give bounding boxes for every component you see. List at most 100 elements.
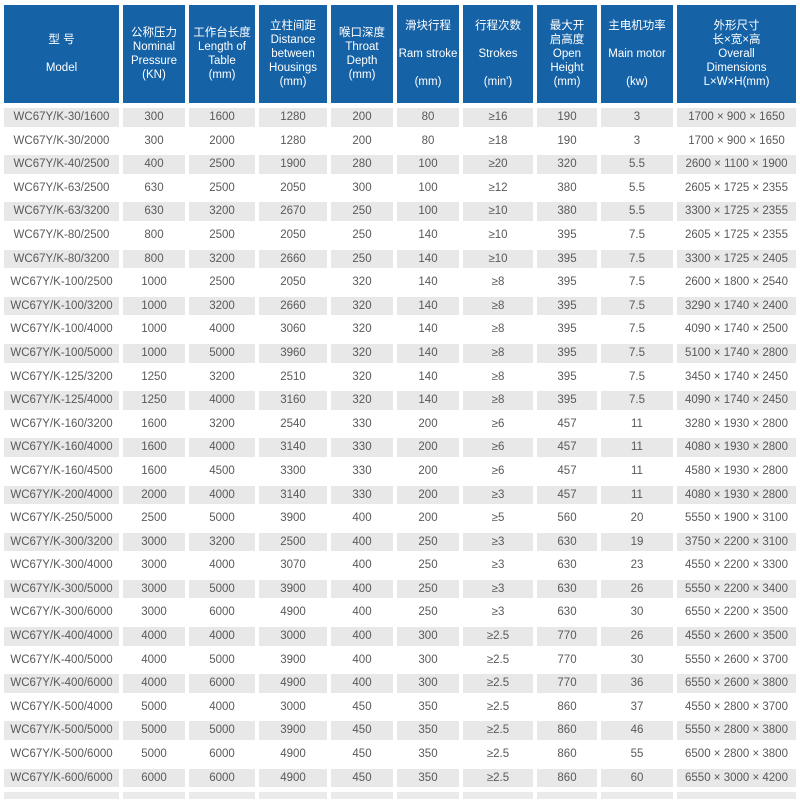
table-row: WC67Y/K-125/4000 1250 4000 3160 320 140 ≥8 395 7… <box>4 391 796 410</box>
spec-value-cell: 350 <box>397 768 459 788</box>
model-cell: WC67Y/K-80/3200 <box>4 249 119 269</box>
spec-value-cell: ≥2.5 <box>463 650 533 670</box>
spec-value-cell: 450 <box>331 721 393 741</box>
spec-value-cell: 11 <box>601 438 673 457</box>
model-cell: WC67Y/K-100/2500 <box>4 273 119 292</box>
table-row: WC67Y/K-500/5000 5000 5000 3900 450 350 ≥2.5 86… <box>4 721 796 741</box>
table-row: WC67Y/K-300/3200 3000 3200 2500 400 250 ≥3 630 1… <box>4 532 796 552</box>
model-cell: WC67Y/K-30/2000 <box>4 131 119 151</box>
spec-value-cell: 1600 <box>123 461 185 481</box>
spec-value-cell: 7.5 <box>601 249 673 269</box>
spec-value-cell: 2050 <box>259 178 327 198</box>
spec-value-cell: 4000 <box>123 674 185 693</box>
spec-value-cell: 770 <box>537 674 597 693</box>
table-row: WC67Y/K-30/2000 300 2000 1280 200 80 ≥18 190 3 17… <box>4 131 796 151</box>
spec-value-cell: 380 <box>537 178 597 198</box>
spec-value-cell: ≥8 <box>463 296 533 316</box>
partial-cell <box>537 792 597 800</box>
partial-row <box>4 792 796 800</box>
spec-value-cell: 6000 <box>189 745 255 764</box>
spec-value-cell: 2605 × 1725 × 2355 <box>677 225 796 245</box>
table-row: WC67Y/K-160/4500 1600 4500 3300 330 200 ≥6 457 1… <box>4 461 796 481</box>
spec-value-cell: ≥2.5 <box>463 674 533 693</box>
spec-value-cell: ≥2.5 <box>463 627 533 646</box>
spec-value-cell: 1700 × 900 × 1650 <box>677 131 796 151</box>
spec-value-cell: ≥3 <box>463 579 533 599</box>
spec-value-cell: 330 <box>331 414 393 434</box>
spec-value-cell: 395 <box>537 343 597 363</box>
spec-value-cell: 7.5 <box>601 225 673 245</box>
spec-value-cell: 320 <box>537 155 597 174</box>
model-cell: WC67Y/K-40/2500 <box>4 155 119 174</box>
partial-cell <box>397 792 459 800</box>
spec-value-cell: 4000 <box>189 697 255 717</box>
spec-value-cell: 80 <box>397 108 459 127</box>
table-row: WC67Y/K-63/3200 630 3200 2670 250 100 ≥10 380 5.… <box>4 202 796 221</box>
model-cell: WC67Y/K-100/5000 <box>4 343 119 363</box>
spec-value-cell: 11 <box>601 485 673 505</box>
column-header-main-motor: 主电机功率 Main motor (kw) <box>601 5 673 103</box>
model-cell: WC67Y/K-400/4000 <box>4 627 119 646</box>
spec-value-cell: 190 <box>537 108 597 127</box>
spec-value-cell: 5000 <box>123 745 185 764</box>
spec-value-cell: 4900 <box>259 768 327 788</box>
spec-value-cell: 3900 <box>259 650 327 670</box>
model-cell: WC67Y/K-80/2500 <box>4 225 119 245</box>
spec-value-cell: ≥2.5 <box>463 768 533 788</box>
spec-value-cell: ≥5 <box>463 509 533 528</box>
spec-value-cell: 3290 × 1740 × 2400 <box>677 296 796 316</box>
spec-value-cell: 4000 <box>189 438 255 457</box>
spec-value-cell: 2670 <box>259 202 327 221</box>
spec-value-cell: 100 <box>397 155 459 174</box>
spec-value-cell: 395 <box>537 225 597 245</box>
spec-value-cell: 5000 <box>189 721 255 741</box>
table-row: WC67Y/K-500/6000 5000 6000 4900 450 350 ≥2.5 86… <box>4 745 796 764</box>
spec-value-cell: 7.5 <box>601 296 673 316</box>
spec-value-cell: 4000 <box>189 627 255 646</box>
spec-value-cell: 400 <box>331 509 393 528</box>
spec-value-cell: 5550 × 2600 × 3700 <box>677 650 796 670</box>
model-cell: WC67Y/K-250/5000 <box>4 509 119 528</box>
table-row: WC67Y/K-200/4000 2000 4000 3140 330 200 ≥3 457 1… <box>4 485 796 505</box>
spec-value-cell: 2000 <box>123 485 185 505</box>
spec-value-cell: 630 <box>123 202 185 221</box>
column-header-strokes: 行程次数 Strokes (min') <box>463 5 533 103</box>
spec-value-cell: 5550 × 2800 × 3800 <box>677 721 796 741</box>
spec-value-cell: 200 <box>397 461 459 481</box>
spec-value-cell: 1600 <box>123 414 185 434</box>
model-cell: WC67Y/K-400/6000 <box>4 674 119 693</box>
spec-value-cell: 330 <box>331 438 393 457</box>
spec-value-cell: 860 <box>537 768 597 788</box>
spec-value-cell: ≥12 <box>463 178 533 198</box>
spec-value-cell: 60 <box>601 768 673 788</box>
model-cell: WC67Y/K-30/1600 <box>4 108 119 127</box>
spec-value-cell: 1700 × 900 × 1650 <box>677 108 796 127</box>
spec-value-cell: 1280 <box>259 131 327 151</box>
spec-value-cell: 400 <box>331 674 393 693</box>
spec-value-cell: 200 <box>331 108 393 127</box>
spec-value-cell: ≥10 <box>463 202 533 221</box>
spec-value-cell: 300 <box>123 131 185 151</box>
spec-value-cell: 4000 <box>123 650 185 670</box>
spec-value-cell: 4550 × 2200 × 3300 <box>677 556 796 575</box>
spec-value-cell: 457 <box>537 438 597 457</box>
spec-value-cell: 7.5 <box>601 343 673 363</box>
model-cell: WC67Y/K-200/4000 <box>4 485 119 505</box>
spec-value-cell: 140 <box>397 343 459 363</box>
spec-value-cell: 770 <box>537 650 597 670</box>
model-cell: WC67Y/K-100/3200 <box>4 296 119 316</box>
spec-value-cell: 2540 <box>259 414 327 434</box>
spec-value-cell: 5.5 <box>601 155 673 174</box>
spec-value-cell: 5550 × 1900 × 3100 <box>677 509 796 528</box>
table-row: WC67Y/K-400/4000 4000 4000 3000 400 300 ≥2.5 77… <box>4 627 796 646</box>
spec-value-cell: ≥2.5 <box>463 745 533 764</box>
spec-value-cell: 400 <box>123 155 185 174</box>
table-row: WC67Y/K-100/4000 1000 4000 3060 320 140 ≥8 395 7… <box>4 320 796 339</box>
spec-value-cell: 4080 × 1930 × 2800 <box>677 438 796 457</box>
model-cell: WC67Y/K-500/6000 <box>4 745 119 764</box>
spec-value-cell: 2500 <box>189 273 255 292</box>
spec-value-cell: 400 <box>331 556 393 575</box>
spec-value-cell: ≥10 <box>463 249 533 269</box>
spec-value-cell: 4000 <box>123 627 185 646</box>
spec-value-cell: 4500 <box>189 461 255 481</box>
